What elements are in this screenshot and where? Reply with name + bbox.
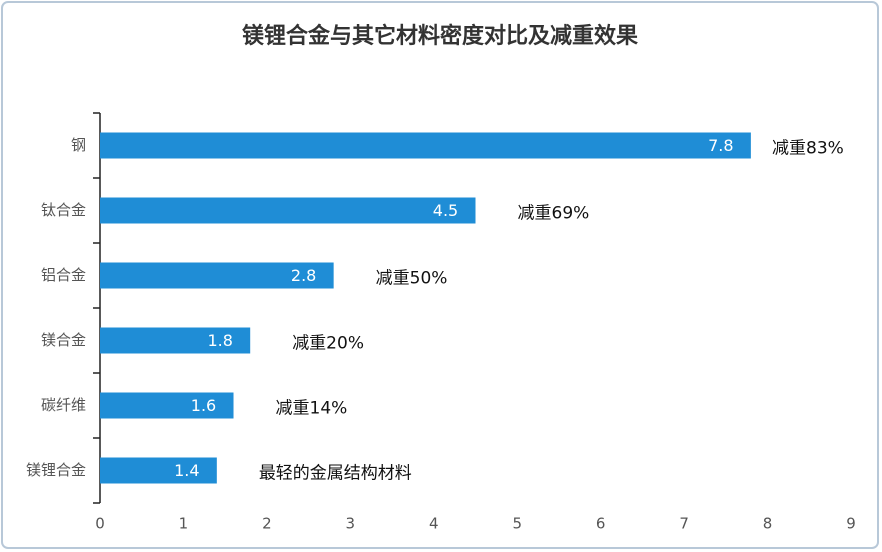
annotation: 减重50%	[376, 269, 448, 289]
x-tick-label: 8	[763, 515, 773, 533]
y-tick-label: 铝合金	[41, 266, 86, 284]
x-tick-label: 4	[429, 515, 439, 533]
x-tick-label: 9	[846, 515, 856, 533]
annotation: 最轻的金属结构材料	[259, 464, 412, 484]
y-tick-label: 钛合金	[41, 201, 86, 219]
value-label: 4.5	[433, 201, 458, 220]
y-tick-label: 钢	[71, 136, 86, 154]
x-tick-label: 6	[596, 515, 606, 533]
value-label: 1.6	[191, 396, 216, 415]
value-label: 1.4	[174, 461, 199, 480]
annotation: 减重69%	[518, 204, 590, 224]
annotation: 减重83%	[772, 139, 844, 159]
y-tick-label: 镁锂合金	[26, 461, 86, 479]
bar	[100, 132, 751, 159]
value-label: 1.8	[207, 331, 232, 350]
value-label: 7.8	[708, 136, 733, 155]
bar	[100, 262, 334, 289]
bar	[100, 392, 234, 419]
x-tick-label: 3	[346, 515, 356, 533]
x-tick-label: 2	[262, 515, 272, 533]
chart-title: 镁锂合金与其它材料密度对比及减重效果	[242, 23, 638, 49]
bar	[100, 457, 217, 484]
x-tick-label: 0	[95, 515, 105, 533]
y-tick-label: 镁合金	[41, 331, 86, 349]
bar	[100, 197, 476, 224]
annotation: 减重20%	[292, 334, 364, 354]
x-tick-label: 7	[679, 515, 689, 533]
y-tick-label: 碳纤维	[41, 396, 86, 414]
bar	[100, 327, 251, 354]
value-label: 2.8	[291, 266, 316, 285]
x-tick-label: 1	[179, 515, 189, 533]
x-tick-label: 5	[512, 515, 522, 533]
annotation: 减重14%	[276, 399, 348, 419]
